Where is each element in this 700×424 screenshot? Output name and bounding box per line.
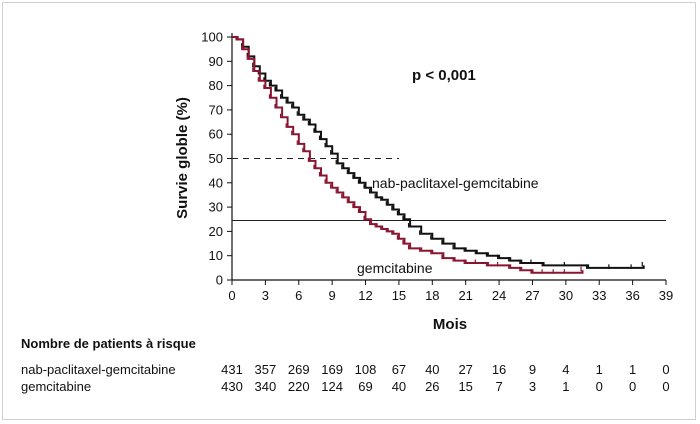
labels: p < 0,001 nab-paclitaxel-gemcitabine gem… [21, 67, 539, 394]
y-axis-title: Survie globle (%) [174, 97, 191, 219]
risk-value: 1 [596, 362, 603, 377]
x-tick-label: 36 [625, 288, 639, 303]
risk-value: 26 [425, 379, 439, 394]
risk-value: 69 [358, 379, 372, 394]
y-tick-label: 90 [209, 54, 223, 69]
risk-value: 1 [629, 362, 636, 377]
y-tick-label: 10 [209, 248, 223, 263]
risk-value: 0 [596, 379, 603, 394]
y-tick-label: 30 [209, 200, 223, 215]
risk-value: 0 [662, 379, 669, 394]
series-line-0 [232, 36, 645, 269]
risk-value: 40 [392, 379, 406, 394]
risk-value: 15 [458, 379, 472, 394]
x-tick-label: 6 [295, 288, 302, 303]
figure-frame [2, 2, 696, 420]
x-tick-label: 12 [358, 288, 372, 303]
y-tick-label: 0 [216, 273, 223, 288]
risk-value: 108 [355, 362, 377, 377]
y-tick-label: 100 [201, 30, 223, 45]
risk-value: 269 [288, 362, 310, 377]
p-value-annotation: p < 0,001 [412, 67, 476, 84]
y-tick-label: 50 [209, 151, 223, 166]
series-line-1 [232, 36, 584, 274]
x-tick-label: 15 [392, 288, 406, 303]
y-tick-label: 40 [209, 175, 223, 190]
series-label-nab: nab-paclitaxel-gemcitabine [372, 175, 539, 191]
x-tick-label: 30 [559, 288, 573, 303]
risk-value: 9 [529, 362, 536, 377]
y-tick-label: 80 [209, 78, 223, 93]
risk-value: 0 [662, 362, 669, 377]
reference-lines [232, 158, 666, 221]
x-tick-label: 24 [492, 288, 506, 303]
risk-value: 340 [255, 379, 277, 394]
risk-value: 67 [392, 362, 406, 377]
risk-value: 0 [629, 379, 636, 394]
x-tick-label: 9 [329, 288, 336, 303]
risk-value: 40 [425, 362, 439, 377]
risk-value: 357 [255, 362, 277, 377]
risk-value: 220 [288, 379, 310, 394]
risk-table-title: Nombre de patients à risque [21, 336, 196, 351]
y-tick-label: 20 [209, 224, 223, 239]
x-tick-label: 39 [659, 288, 673, 303]
risk-value: 1 [562, 379, 569, 394]
risk-value: 430 [221, 379, 243, 394]
risk-value: 169 [321, 362, 343, 377]
risk-value: 16 [492, 362, 506, 377]
x-tick-label: 21 [458, 288, 472, 303]
x-axis-title: Mois [433, 316, 467, 333]
x-tick-label: 0 [228, 288, 235, 303]
risk-value: 4 [562, 362, 569, 377]
risk-value: 3 [529, 379, 536, 394]
x-tick-label: 18 [425, 288, 439, 303]
risk-value: 431 [221, 362, 243, 377]
curves [232, 35, 645, 274]
risk-value: 27 [458, 362, 472, 377]
x-tick-label: 27 [525, 288, 539, 303]
risk-value: 124 [321, 379, 343, 394]
y-tick-label: 60 [209, 127, 223, 142]
y-tick-label: 70 [209, 102, 223, 117]
risk-value: 7 [495, 379, 502, 394]
risk-row-label-gem: gemcitabine [21, 379, 91, 394]
series-label-gem: gemcitabine [357, 260, 433, 276]
x-tick-label: 3 [262, 288, 269, 303]
risk-row-label-nab: nab-paclitaxel-gemcitabine [21, 362, 176, 377]
x-tick-label: 33 [592, 288, 606, 303]
